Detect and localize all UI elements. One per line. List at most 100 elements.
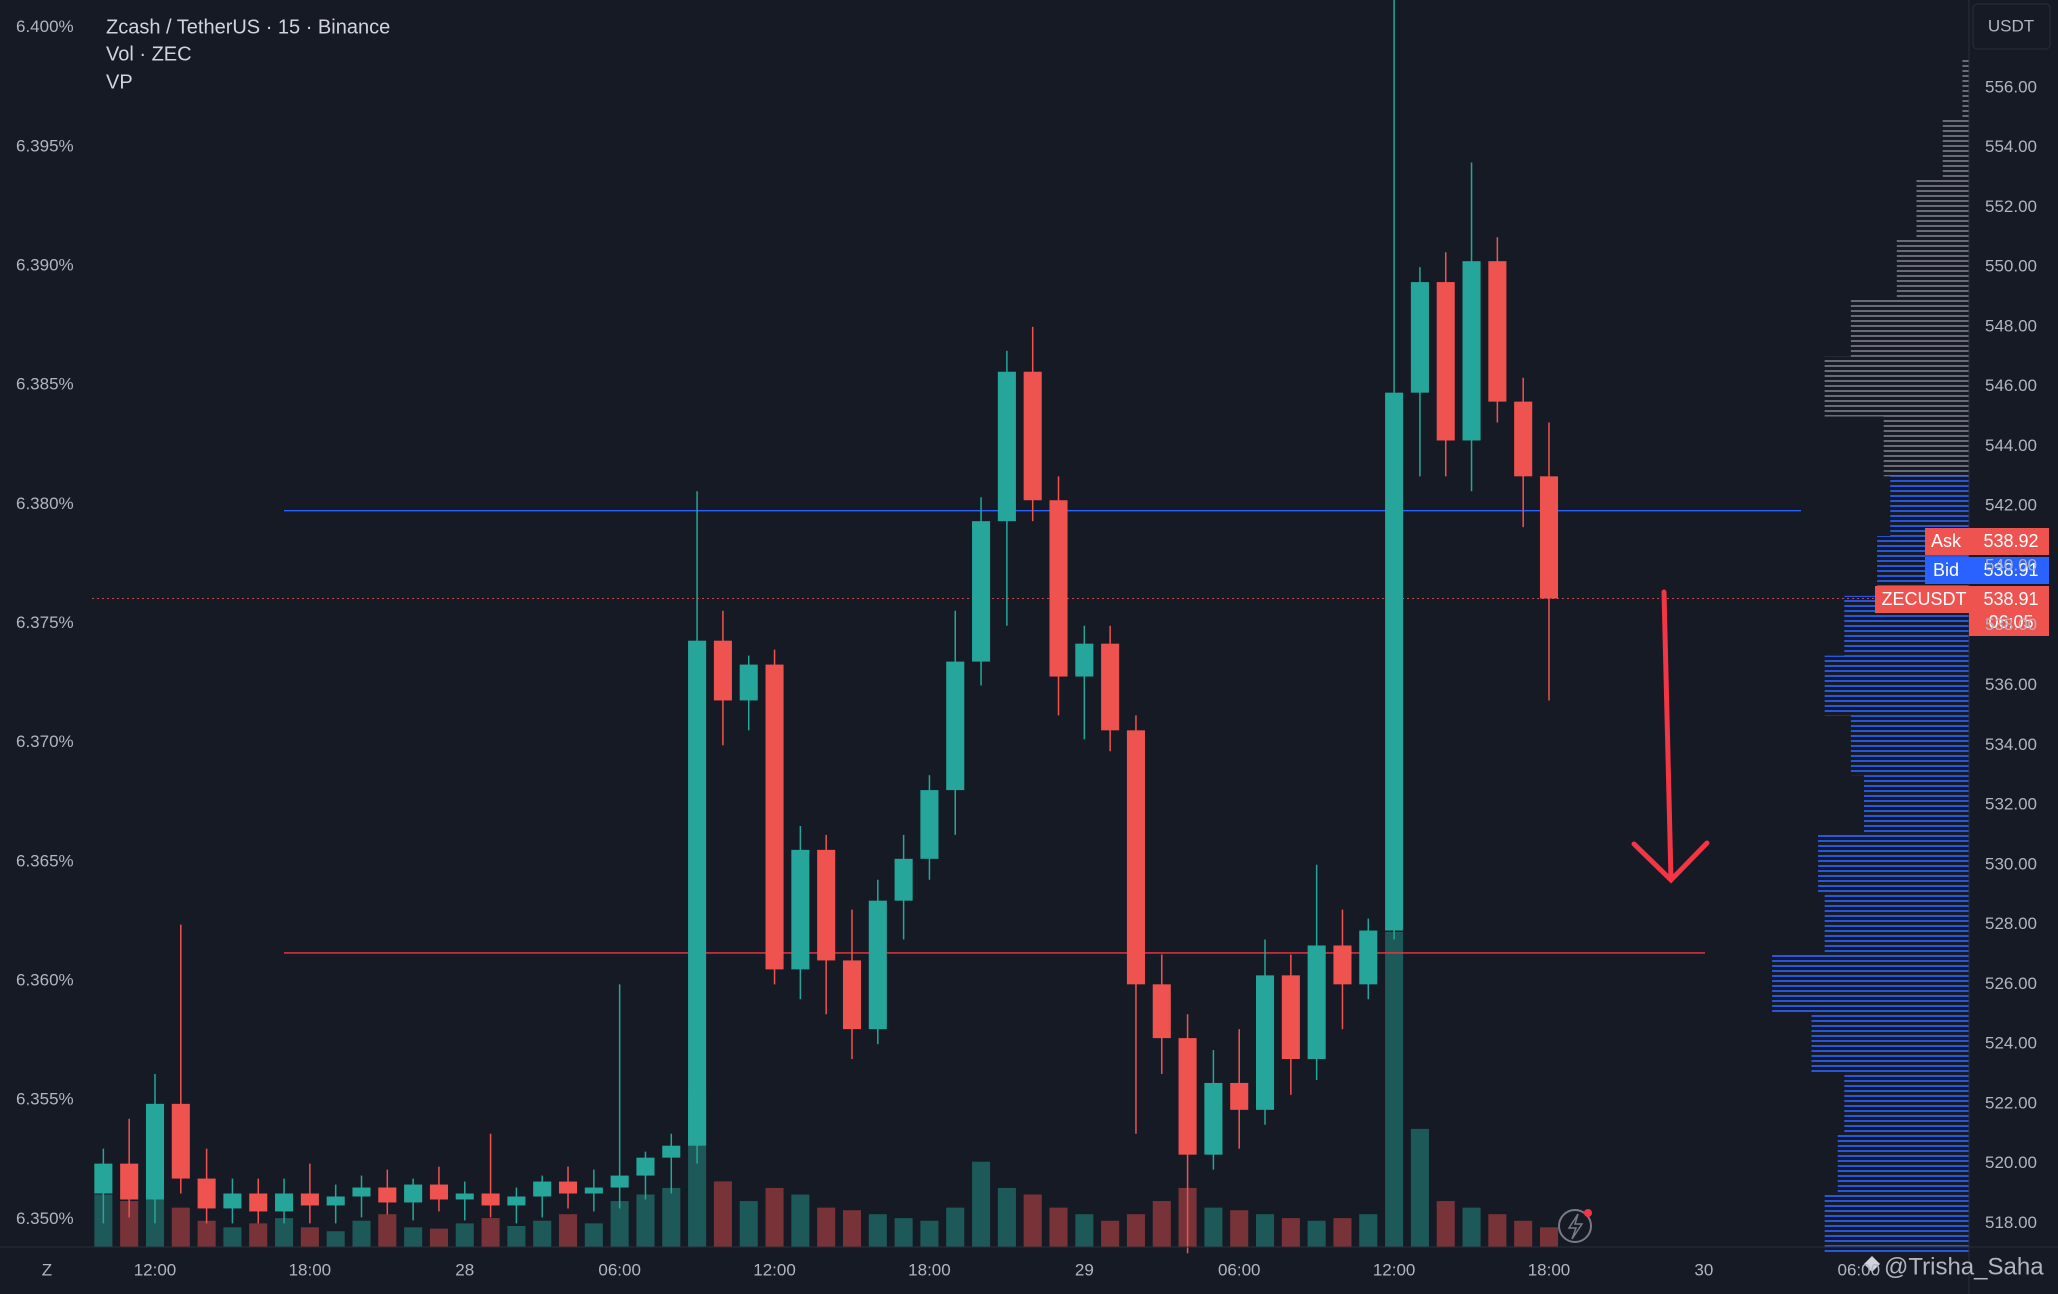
volume-bar (920, 1220, 939, 1247)
last-tag (1969, 586, 2049, 636)
candle-body (636, 1157, 655, 1176)
volume-bar (636, 1194, 655, 1247)
candle-body (765, 664, 784, 970)
symbol: ZECUSDT (1882, 589, 1967, 609)
icon[interactable] (1558, 1209, 1592, 1243)
y-tick-label: 526.00 (1985, 974, 2037, 993)
y-tick-label: 554.00 (1985, 137, 2037, 156)
axis-corner[interactable]: Z (42, 1260, 52, 1279)
x-tick-label: 30 (1694, 1260, 1713, 1279)
x-tick-label: 06:00 (598, 1260, 641, 1279)
candle-body (455, 1193, 474, 1200)
volume-bar (739, 1201, 758, 1247)
y-tick-label: 538.00 (1985, 615, 2037, 634)
volume-profile-bar (1864, 775, 1969, 835)
volume-bar (1307, 1220, 1326, 1247)
chart-title: Zcash / TetherUS · 15 · Binance (106, 16, 390, 38)
volume-profile-bar (1824, 1193, 1969, 1254)
x-tick-label: 06:00 (1218, 1260, 1261, 1279)
bid-price: 538.91 (1983, 560, 2038, 580)
y-tick-label: 518.00 (1985, 1213, 2037, 1232)
candle-body (429, 1184, 448, 1200)
y2-tick-label: 6.350% (16, 1209, 74, 1228)
volume-bar (223, 1227, 242, 1247)
volume-bar (1023, 1194, 1042, 1247)
y-tick-label: 552.00 (1985, 197, 2037, 216)
candle-body (1333, 945, 1352, 985)
volume-profile-bar (1896, 237, 1969, 298)
candle-body (326, 1196, 345, 1206)
candle-body (378, 1187, 397, 1203)
y-tick-label: 544.00 (1985, 436, 2037, 455)
x-tick-label: 12:00 (134, 1260, 177, 1279)
y-tick-label: 536.00 (1985, 675, 2037, 694)
indicator-label: VP (106, 71, 133, 93)
ask-price: 538.92 (1983, 531, 2038, 551)
volume-bar (842, 1210, 862, 1247)
volume-profile-bar (1916, 177, 1969, 238)
ask-label: Ask (1931, 531, 1962, 551)
volume-bar (1385, 932, 1404, 1247)
currency[interactable]: USDT (1988, 16, 2034, 35)
candle-body (1023, 371, 1042, 501)
y-tick-label: 540.00 (1985, 555, 2037, 574)
plot-area (92, 0, 1969, 1254)
y-tick-label: 556.00 (1985, 77, 2037, 96)
candle-body (300, 1193, 319, 1206)
y-tick-label: 542.00 (1985, 496, 2037, 515)
candle-body (481, 1193, 500, 1206)
candle-body (1281, 975, 1300, 1060)
volume-bar (429, 1228, 448, 1247)
y2-tick-label: 6.360% (16, 970, 74, 989)
volume-profile-bar (1844, 1073, 1969, 1134)
volume-bar (1152, 1201, 1171, 1247)
candle-body (610, 1175, 629, 1188)
y-tick-label: 546.00 (1985, 376, 2037, 395)
x-tick-label: 12:00 (753, 1260, 796, 1279)
countdown: 06:05 (1988, 612, 2033, 632)
volume-profile-bar (1850, 715, 1969, 776)
volume-profile-bar (1837, 1133, 1969, 1194)
candle-body (1075, 643, 1094, 677)
candle-body (1436, 282, 1455, 441)
volume-bar (197, 1220, 216, 1247)
volume-profile-bar (1811, 1014, 1969, 1074)
candle-body (713, 640, 732, 701)
volume-profile-bar (1772, 954, 1969, 1015)
candle-body (1514, 401, 1533, 477)
candle-body (120, 1163, 139, 1200)
volume-bar (326, 1231, 345, 1247)
x-tick-label: 18:00 (1528, 1260, 1571, 1279)
watermark-icon (1864, 1256, 1880, 1272)
bid-tag (1973, 557, 2049, 584)
candle-body (1126, 730, 1145, 985)
volume-profile-bar (1942, 117, 1969, 178)
volume-profile-bar (1890, 476, 1969, 537)
volume-profile-bar (1824, 655, 1969, 716)
candle-body (1255, 975, 1275, 1110)
volume-bar (1049, 1207, 1068, 1247)
y-tick-label: 548.00 (1985, 316, 2037, 335)
icon (1567, 1213, 1584, 1240)
candle-body (868, 900, 887, 1030)
volume-bar (662, 1187, 681, 1247)
candle-body (1230, 1082, 1249, 1110)
volume-bar (1539, 1227, 1559, 1247)
candle-body (997, 371, 1016, 522)
candle-body (791, 849, 810, 970)
currency-box[interactable] (1972, 3, 2051, 50)
volume-bar (1075, 1214, 1094, 1247)
candle-body (558, 1181, 578, 1194)
volume-bar (1333, 1218, 1352, 1247)
volume-bar (120, 1201, 139, 1247)
y2-tick-label: 6.375% (16, 613, 74, 632)
candle-body (171, 1103, 190, 1179)
indicator-label: Vol · ZEC (106, 43, 192, 65)
symbol-tag (1875, 586, 1973, 613)
candle-body (584, 1187, 603, 1194)
x-tick-label: 12:00 (1373, 1260, 1416, 1279)
volume-profile-bar (1962, 57, 1969, 118)
candle-body (1488, 261, 1507, 402)
candle-body (972, 521, 991, 662)
